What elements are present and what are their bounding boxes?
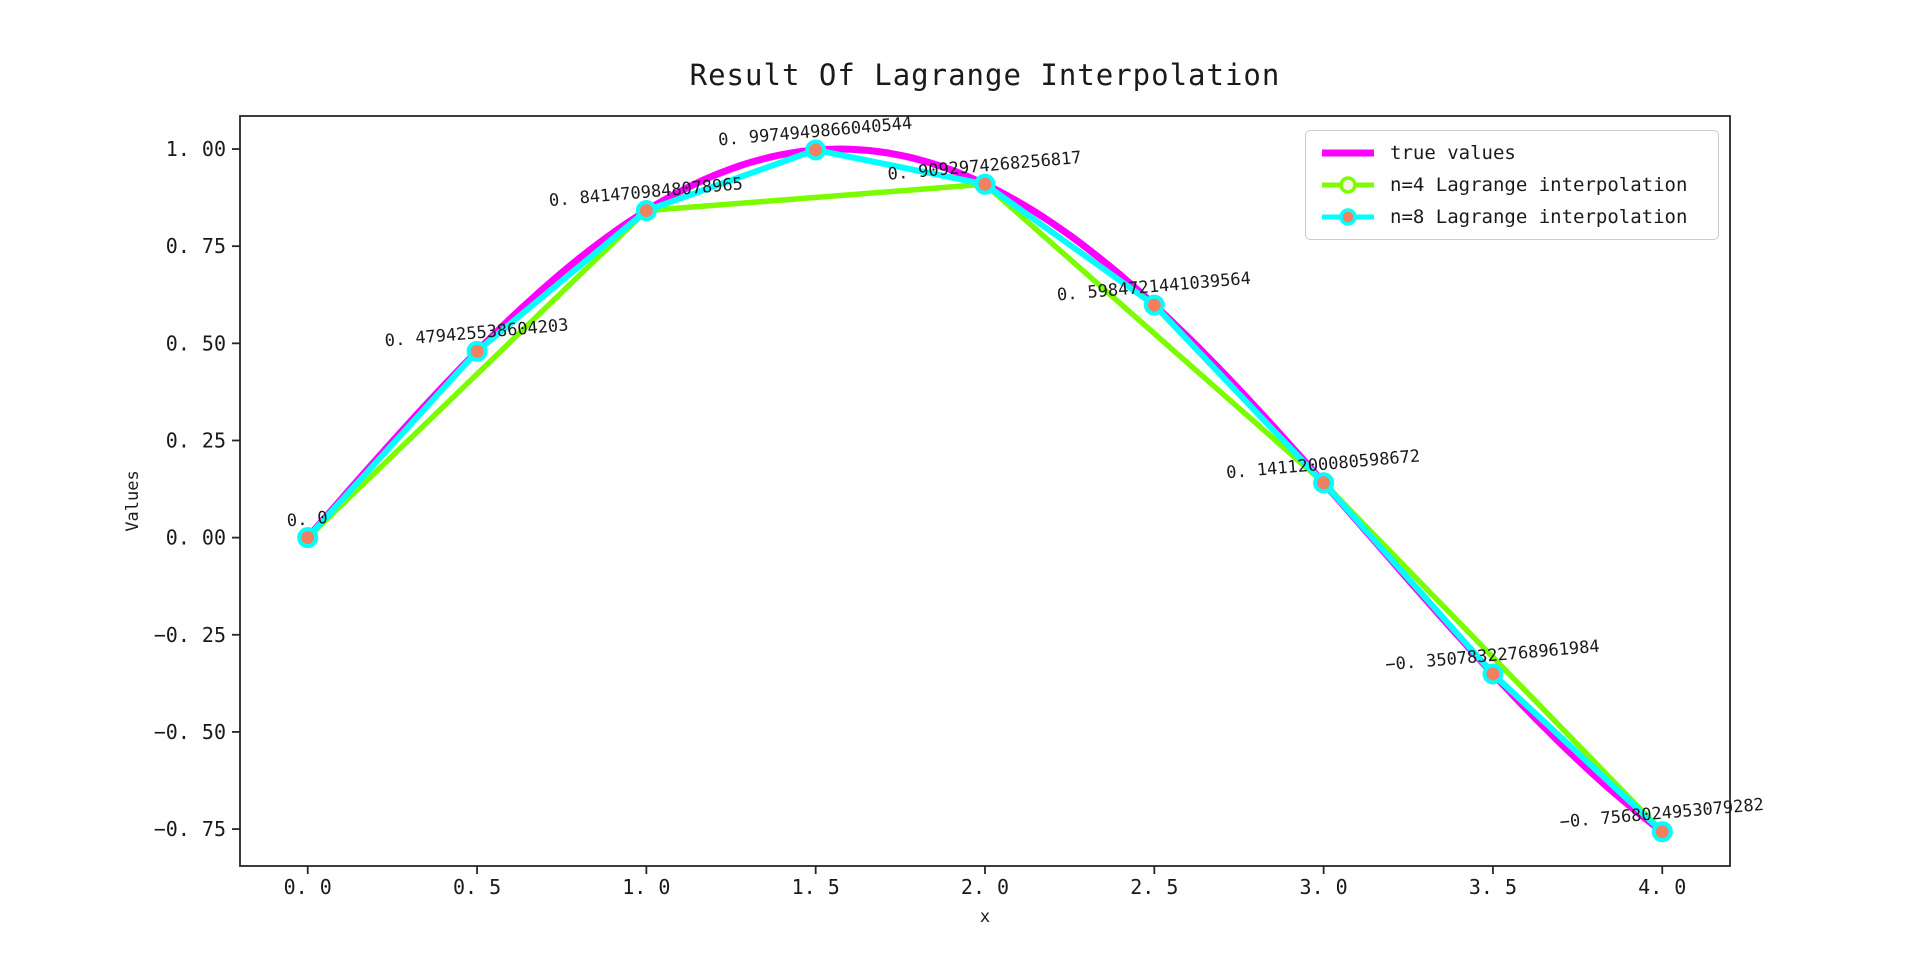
n8-data-marker: [1482, 663, 1504, 685]
n4-interpolation-line: [304, 181, 1666, 835]
y-tick-label: 0. 25: [166, 428, 226, 452]
x-tick-label: 1. 5: [792, 875, 840, 899]
y-axis-label: Values: [123, 470, 143, 531]
legend-line-true-values-icon: [1320, 142, 1376, 164]
x-tick-label: 2. 0: [961, 875, 1009, 899]
y-tick-label: 0. 75: [166, 234, 226, 258]
legend: true values n=4 Lagrange interpolation n…: [1305, 130, 1719, 240]
x-tick-label: 1. 0: [622, 875, 670, 899]
n8-data-marker: [466, 340, 488, 362]
legend-swatch-marker: [1339, 176, 1357, 194]
x-axis-label: x: [980, 907, 990, 927]
x-tick-label: 3. 0: [1300, 875, 1348, 899]
legend-label-n4: n=4 Lagrange interpolation: [1390, 174, 1688, 196]
x-tick-label: 0. 0: [284, 875, 332, 899]
n8-data-marker: [635, 200, 657, 222]
x-tick-label: 4. 0: [1638, 875, 1686, 899]
legend-row-n4: n=4 Lagrange interpolation: [1320, 173, 1704, 197]
n8-data-marker: [297, 527, 319, 549]
point-annotation: 0. 0: [286, 508, 329, 531]
legend-line-n4-icon: [1320, 174, 1376, 196]
legend-row-n8: n=8 Lagrange interpolation: [1320, 205, 1704, 229]
n8-data-marker: [805, 139, 827, 161]
x-tick-label: 0. 5: [453, 875, 501, 899]
y-tick-label: 0. 00: [166, 526, 226, 550]
n8-data-marker: [1651, 821, 1673, 843]
legend-label-true-values: true values: [1390, 142, 1516, 164]
y-tick-label: −0. 25: [154, 623, 226, 647]
chart-title: Result Of Lagrange Interpolation: [689, 58, 1281, 92]
y-tick-label: 0. 50: [166, 331, 226, 355]
n8-interpolation-line: [304, 147, 1666, 835]
x-tick-label: 3. 5: [1469, 875, 1517, 899]
y-tick-label: −0. 50: [154, 720, 226, 744]
x-tick-label: 2. 5: [1130, 875, 1178, 899]
legend-label-n8: n=8 Lagrange interpolation: [1390, 206, 1688, 228]
n8-data-marker: [1143, 294, 1165, 316]
legend-swatch-marker: [1339, 208, 1357, 226]
n8-data-marker: [1313, 472, 1335, 494]
y-tick-label: −0. 75: [154, 817, 226, 841]
legend-row-true-values: true values: [1320, 141, 1704, 165]
legend-line-n8-icon: [1320, 206, 1376, 228]
n8-data-marker: [974, 173, 996, 195]
y-tick-label: 1. 00: [166, 137, 226, 161]
true-values-curve: [304, 145, 1666, 836]
